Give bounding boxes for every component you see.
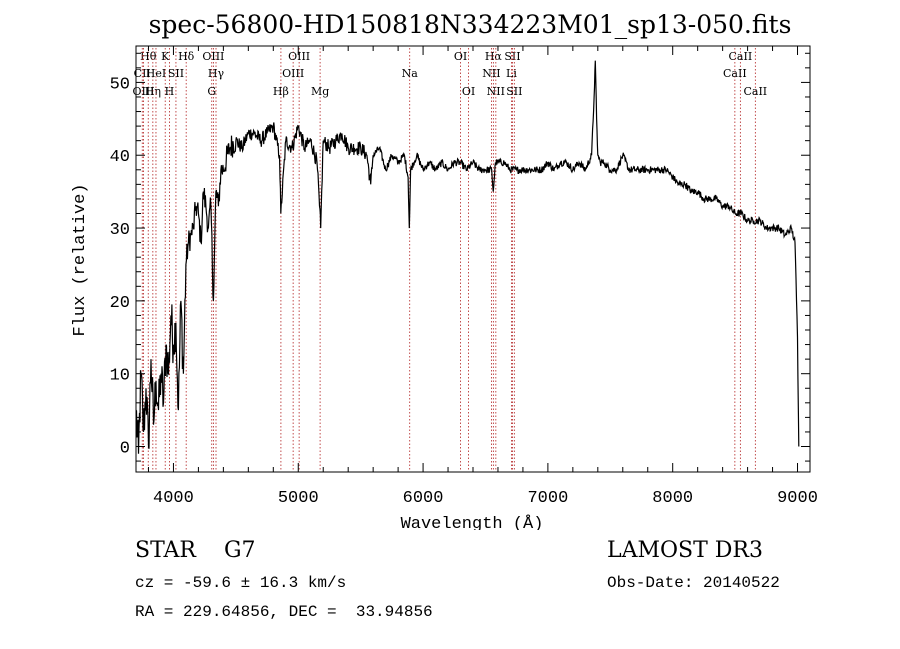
- spectrum-line: [135, 60, 800, 454]
- line-marker-label: Hβ: [273, 85, 289, 98]
- line-marker-label: NII: [487, 85, 505, 98]
- line-marker-label: CaII: [723, 67, 747, 80]
- survey-name: LAMOST DR3: [607, 538, 763, 563]
- line-marker-label: SII: [168, 67, 184, 80]
- line-marker-label: G: [207, 85, 216, 98]
- x-tick-label: 9000: [777, 489, 818, 508]
- line-marker-label: OIII: [202, 50, 224, 63]
- line-marker-label: Hγ: [208, 67, 225, 80]
- line-marker-label: CII: [134, 67, 151, 80]
- object-class: STAR G7: [135, 538, 256, 563]
- y-tick-label: 10: [110, 367, 130, 386]
- plot-frame: [135, 45, 811, 473]
- y-tick-label: 0: [120, 440, 130, 459]
- y-tick-label: 50: [110, 75, 130, 94]
- object-type: STAR: [135, 538, 196, 563]
- y-axis-label: Flux (relative): [71, 183, 90, 336]
- x-tick-label: 7000: [527, 489, 568, 508]
- y-tick-label: 40: [110, 148, 130, 167]
- line-marker-label: K: [161, 50, 170, 63]
- line-marker-label: OIII: [288, 50, 310, 63]
- redshift-value: cz = -59.6 ± 16.3 km/s: [135, 574, 347, 592]
- line-marker-label: HeI: [146, 67, 166, 80]
- y-axis: 0 10 20 30 40 50: [110, 52, 810, 462]
- line-marker-label: H: [165, 85, 175, 98]
- line-marker-label: Li: [506, 67, 517, 80]
- line-marker-label: Na: [402, 67, 419, 80]
- line-marker-label: Mg: [311, 85, 329, 98]
- y-tick-label: 20: [110, 294, 130, 313]
- line-marker-label: OIII: [282, 67, 304, 80]
- line-marker-label: SII: [504, 50, 520, 63]
- line-marker-label: Hη: [145, 85, 161, 98]
- observation-date: Obs-Date: 20140522: [607, 574, 780, 592]
- line-marker-label: Hα: [485, 50, 503, 63]
- line-marker-label: OI: [462, 85, 475, 98]
- x-axis-label: Wavelength (Å): [401, 515, 544, 530]
- y-tick-label: 30: [110, 221, 130, 240]
- chart-title: spec-56800-HD150818N334223M01_sp13-050.f…: [149, 10, 792, 39]
- line-marker-label: OIII: [132, 85, 154, 98]
- coordinates: RA = 229.64856, DEC = 33.94856: [135, 603, 433, 621]
- x-tick-label: 4000: [153, 489, 194, 508]
- line-marker-label: CaII: [729, 50, 753, 63]
- x-tick-label: 8000: [652, 489, 693, 508]
- x-axis: 4000 5000 6000 7000 8000 9000: [147, 46, 818, 508]
- line-marker-label: SII: [506, 85, 522, 98]
- x-tick-label: 6000: [403, 489, 444, 508]
- x-tick-label: 5000: [278, 489, 319, 508]
- line-marker-label: OI: [454, 50, 467, 63]
- line-marker-label: CaII: [743, 85, 767, 98]
- spectrum-chart: spec-56800-HD150818N334223M01_sp13-050.f…: [71, 10, 818, 530]
- line-marker-label: NII: [482, 67, 500, 80]
- spectral-subclass: G7: [223, 538, 256, 563]
- line-marker-label: Hδ: [178, 50, 195, 63]
